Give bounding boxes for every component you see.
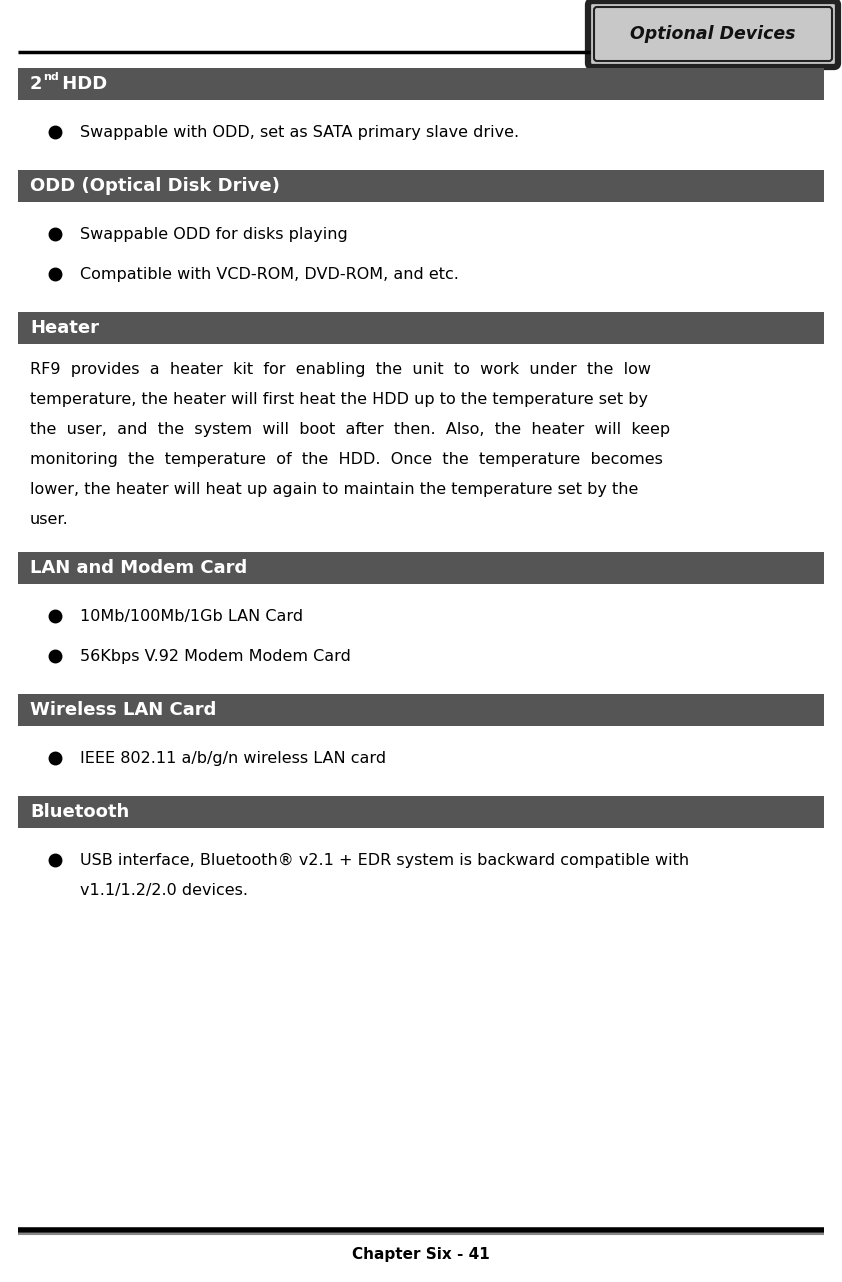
Text: the  user,  and  the  system  will  boot  after  then.  Also,  the  heater  will: the user, and the system will boot after… <box>30 422 670 437</box>
Text: nd: nd <box>43 72 59 82</box>
Text: 56Kbps V.92 Modem Modem Card: 56Kbps V.92 Modem Modem Card <box>80 649 351 664</box>
Bar <box>18 171 824 203</box>
Bar <box>18 68 824 100</box>
Text: v1.1/1.2/2.0 devices.: v1.1/1.2/2.0 devices. <box>80 882 248 897</box>
Text: Optional Devices: Optional Devices <box>631 26 796 44</box>
Text: Bluetooth: Bluetooth <box>30 803 130 820</box>
Text: lower, the heater will heat up again to maintain the temperature set by the: lower, the heater will heat up again to … <box>30 482 638 497</box>
Text: Swappable with ODD, set as SATA primary slave drive.: Swappable with ODD, set as SATA primary … <box>80 124 520 140</box>
Text: ODD (Optical Disk Drive): ODD (Optical Disk Drive) <box>30 177 280 195</box>
Text: Compatible with VCD-ROM, DVD-ROM, and etc.: Compatible with VCD-ROM, DVD-ROM, and et… <box>80 267 459 282</box>
Text: USB interface, Bluetooth® v2.1 + EDR system is backward compatible with: USB interface, Bluetooth® v2.1 + EDR sys… <box>80 853 689 868</box>
Bar <box>18 312 824 344</box>
Text: Wireless LAN Card: Wireless LAN Card <box>30 701 216 719</box>
Text: IEEE 802.11 a/b/g/n wireless LAN card: IEEE 802.11 a/b/g/n wireless LAN card <box>80 750 386 765</box>
Text: 10Mb/100Mb/1Gb LAN Card: 10Mb/100Mb/1Gb LAN Card <box>80 609 303 623</box>
Text: HDD: HDD <box>56 76 107 94</box>
FancyBboxPatch shape <box>594 6 832 62</box>
Text: 2: 2 <box>30 76 42 94</box>
Text: RF9  provides  a  heater  kit  for  enabling  the  unit  to  work  under  the  l: RF9 provides a heater kit for enabling t… <box>30 362 651 377</box>
Text: user.: user. <box>30 512 69 527</box>
Text: LAN and Modem Card: LAN and Modem Card <box>30 559 248 577</box>
Bar <box>18 553 824 585</box>
Text: Heater: Heater <box>30 319 99 337</box>
Bar <box>18 796 824 828</box>
Bar <box>18 694 824 726</box>
Text: Chapter Six - 41: Chapter Six - 41 <box>352 1246 490 1261</box>
Text: monitoring  the  temperature  of  the  HDD.  Once  the  temperature  becomes: monitoring the temperature of the HDD. O… <box>30 453 663 467</box>
FancyBboxPatch shape <box>588 1 838 67</box>
Text: temperature, the heater will first heat the HDD up to the temperature set by: temperature, the heater will first heat … <box>30 392 648 406</box>
Text: Swappable ODD for disks playing: Swappable ODD for disks playing <box>80 227 348 241</box>
